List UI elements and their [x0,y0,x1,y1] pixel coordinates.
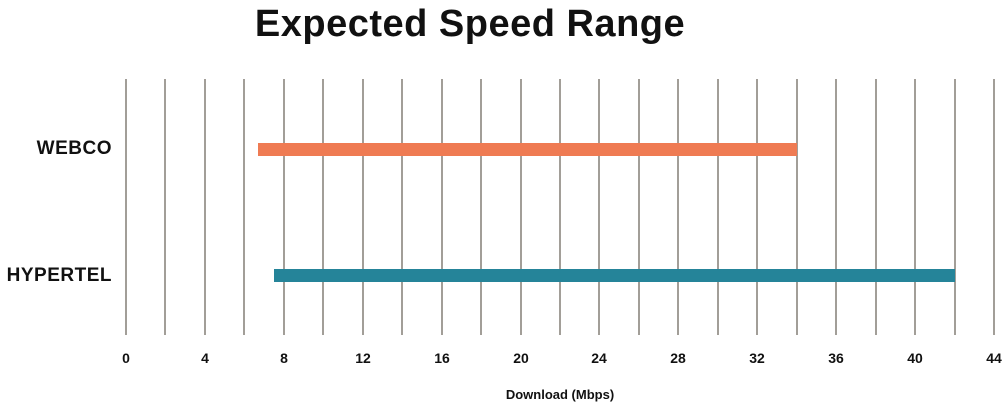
gridline [835,79,838,335]
gridline [440,79,443,335]
x-tick-label: 20 [513,350,529,366]
gridline [716,79,719,335]
x-tick-label: 32 [749,350,765,366]
gridline [914,79,917,335]
category-label-webco: WEBCO [36,138,112,159]
gridline [519,79,522,335]
gridline [874,79,877,335]
plot-area [125,79,995,335]
x-tick-label: 40 [907,350,923,366]
gridline [125,79,127,335]
x-tick-label: 8 [280,350,288,366]
x-tick-label: 24 [591,350,607,366]
gridline [401,79,404,335]
x-tick-label: 36 [828,350,844,366]
bar-hypertel [273,269,955,282]
gridline [993,79,995,335]
chart-title: Expected Speed Range [254,3,686,45]
x-axis-title: Download (Mbps) [505,387,615,402]
x-tick-label: 44 [986,350,1002,366]
gridline [480,79,483,335]
x-tick-label: 16 [434,350,450,366]
gridline [677,79,680,335]
category-label-hypertel: HYPERTEL [6,265,112,286]
x-tick-label: 4 [201,350,209,366]
x-tick-label: 0 [122,350,130,366]
gridline [637,79,640,335]
x-tick-label: 12 [355,350,371,366]
gridline [598,79,601,335]
gridline [322,79,325,335]
gridline [203,79,206,335]
bar-webco [258,143,797,156]
gridline [243,79,246,335]
gridline [282,79,285,335]
gridline [164,79,167,335]
x-tick-label: 28 [670,350,686,366]
gridline [361,79,364,335]
gridline [795,79,798,335]
gridline [756,79,759,335]
gridline [559,79,561,335]
gridline [953,79,956,335]
